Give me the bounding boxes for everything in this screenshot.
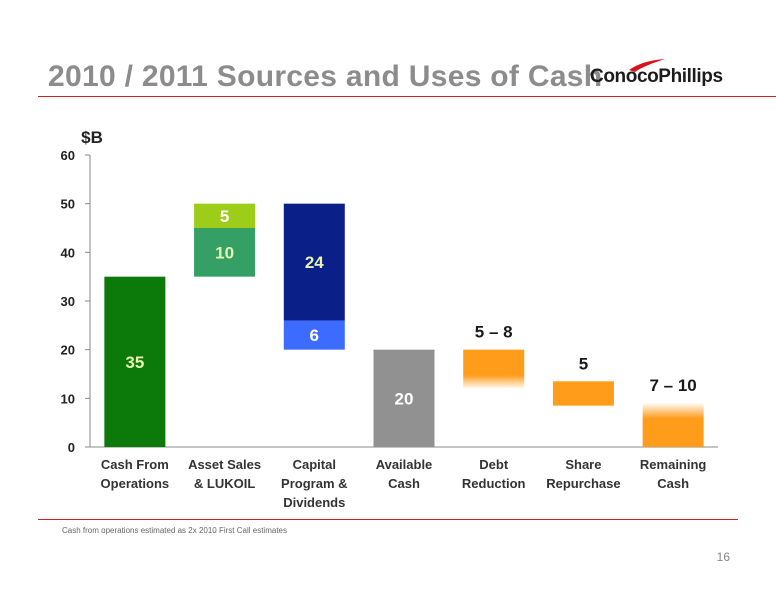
data-label: 5 – 8 bbox=[475, 323, 513, 342]
y-tick-label: 20 bbox=[61, 343, 75, 358]
logo-swoosh-icon bbox=[629, 59, 665, 72]
page-number: 16 bbox=[716, 550, 730, 564]
y-axis-title: $B bbox=[81, 128, 103, 147]
logo-text: ConocoPhillips bbox=[590, 66, 723, 87]
x-category-label: Asset Sales & LUKOIL bbox=[188, 457, 261, 491]
x-category-label: Available Cash bbox=[376, 457, 433, 491]
x-category-label: Capital Program & Dividends bbox=[281, 457, 347, 510]
y-tick-label: 50 bbox=[61, 197, 75, 212]
bar-segment bbox=[194, 203, 256, 228]
slide-title: 2010 / 2011 Sources and Uses of Cash bbox=[48, 60, 603, 93]
bar-segment bbox=[463, 349, 525, 389]
bar-segment bbox=[194, 228, 256, 277]
waterfall-chart: 0 10 20 30 40 50 60 $B Cash From Operations Asset … bbox=[61, 128, 718, 510]
bar-segment bbox=[283, 320, 345, 350]
bar-segment bbox=[642, 403, 704, 447]
footnote: Cash from operations estimated as 2x 201… bbox=[62, 526, 287, 535]
x-category-label: Cash From Operations bbox=[101, 457, 170, 491]
data-label: 35 bbox=[125, 353, 144, 372]
y-tick-label: 40 bbox=[61, 245, 75, 260]
x-category-label: Remaining Cash bbox=[640, 457, 707, 491]
bar-segment bbox=[104, 276, 166, 447]
y-tick-label: 0 bbox=[68, 440, 75, 455]
x-category-label: Share Repurchase bbox=[546, 457, 620, 491]
y-tick-label: 30 bbox=[61, 294, 75, 309]
conocophillips-logo: ConocoPhillips bbox=[590, 58, 730, 92]
bar-segment bbox=[283, 203, 345, 321]
data-label: 24 bbox=[305, 253, 324, 272]
footer-divider bbox=[38, 519, 738, 520]
data-label: 6 bbox=[310, 326, 319, 345]
data-label: 5 bbox=[220, 207, 229, 226]
data-label: 20 bbox=[395, 389, 414, 408]
data-label: 10 bbox=[215, 243, 234, 262]
data-label: 7 – 10 bbox=[650, 376, 697, 395]
header-divider bbox=[38, 96, 776, 97]
y-tick-label: 60 bbox=[61, 148, 75, 163]
y-tick-label: 10 bbox=[61, 391, 75, 406]
x-category-label: Debt Reduction bbox=[462, 457, 526, 491]
bar-segment bbox=[373, 349, 435, 447]
bar-segment bbox=[552, 381, 614, 406]
data-label: 5 bbox=[579, 354, 588, 373]
